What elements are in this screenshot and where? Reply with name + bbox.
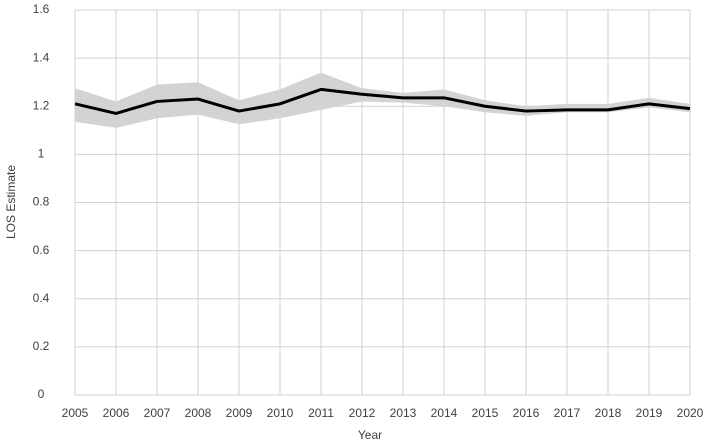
x-tick-label: 2007 bbox=[144, 406, 171, 420]
x-tick-label: 2010 bbox=[267, 406, 294, 420]
x-tick-label: 2013 bbox=[390, 406, 417, 420]
x-tick-label: 2016 bbox=[513, 406, 540, 420]
x-tick-label: 2011 bbox=[308, 406, 334, 420]
x-axis-label: Year bbox=[358, 428, 382, 442]
x-tick-label: 2014 bbox=[431, 406, 458, 420]
x-tick-label: 2006 bbox=[103, 406, 130, 420]
x-tick-label: 2020 bbox=[677, 406, 704, 420]
confidence-band bbox=[75, 72, 690, 128]
y-tick-label: 0.8 bbox=[33, 195, 50, 209]
x-tick-label: 2017 bbox=[554, 406, 581, 420]
x-tick-label: 2008 bbox=[185, 406, 212, 420]
x-tick-label: 2019 bbox=[636, 406, 663, 420]
y-tick-label: 0.2 bbox=[33, 339, 50, 353]
y-tick-label: 1.4 bbox=[33, 50, 50, 64]
line bbox=[74, 87, 691, 115]
y-tick-label: 1.6 bbox=[33, 2, 50, 16]
x-tick-label: 2009 bbox=[226, 406, 253, 420]
y-tick-label: 1.2 bbox=[33, 98, 50, 112]
y-tick-label: 0.6 bbox=[33, 243, 50, 257]
y-tick-label: 0.4 bbox=[33, 291, 50, 305]
y-tick-label: 0 bbox=[38, 387, 45, 401]
y-axis-label: LOS Estimate bbox=[4, 165, 18, 239]
x-tick-label: 2015 bbox=[472, 406, 499, 420]
x-tick-label: 2005 bbox=[62, 406, 89, 420]
x-tick-label: 2018 bbox=[595, 406, 622, 420]
y-tick-label: 1 bbox=[38, 147, 45, 161]
x-tick-label: 2012 bbox=[349, 406, 376, 420]
